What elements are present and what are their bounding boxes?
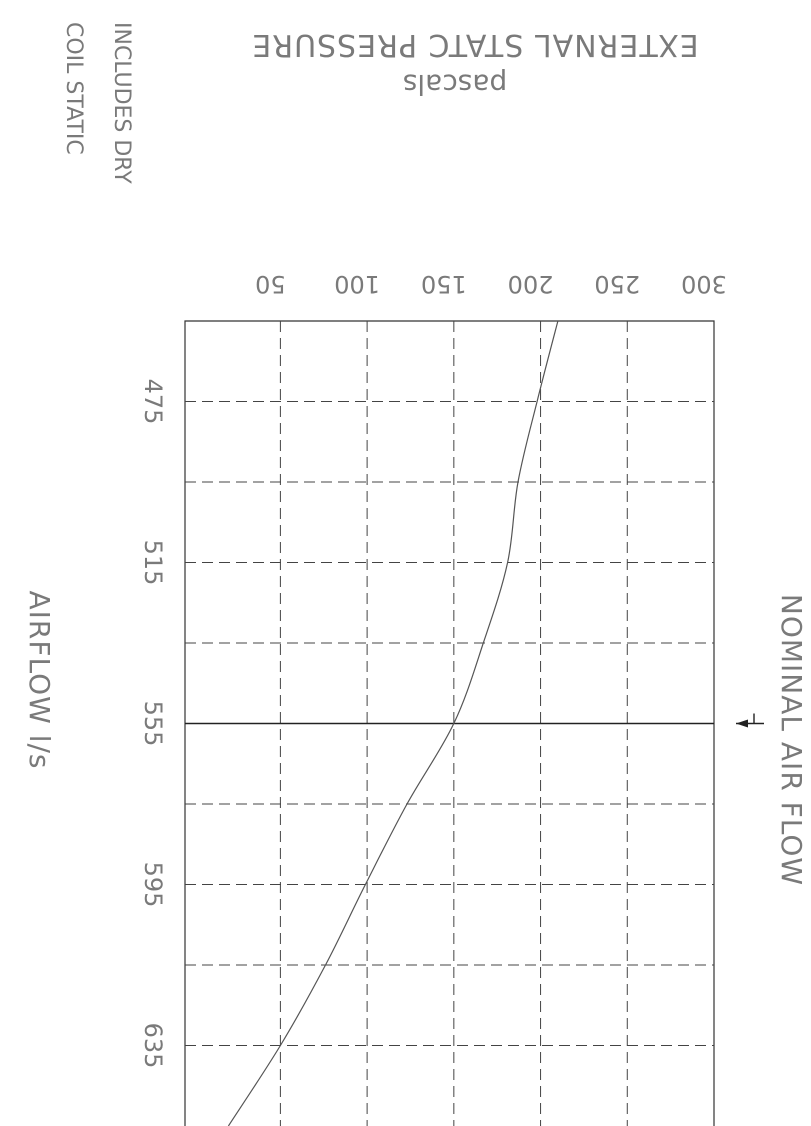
nominal-arrow-head — [736, 719, 748, 728]
fan-curve-series-0 — [227, 320, 559, 1126]
x-axis-title: AIRFLOW l/s — [23, 591, 56, 770]
airflow-tick-label: 555 — [139, 701, 167, 747]
nominal-airflow-label: NOMINAL AIR FLOW — [775, 594, 808, 886]
airflow-tick-label: 595 — [139, 862, 167, 908]
pressure-tick-label: 300 — [681, 270, 727, 298]
plot-area: 50 100 150 200 250 300 475 515 555 595 635 — [139, 270, 764, 1126]
pressure-tick-label: 100 — [334, 270, 380, 298]
airflow-tick-label: 475 — [139, 379, 167, 425]
chart-subtitle: pascals — [403, 68, 507, 101]
pressure-tick-label: 50 — [255, 270, 286, 298]
airflow-tick-label: 515 — [139, 540, 167, 586]
chart-title: EXTERNAL STATC PRESSURE — [251, 27, 698, 62]
pressure-tick-label: 250 — [594, 270, 640, 298]
dry-coil-note-line-1: INCLUDES DRY — [109, 22, 134, 184]
pressure-tick-label: 200 — [508, 270, 554, 298]
pressure-tick-label: 150 — [421, 270, 467, 298]
airflow-tick-label: 635 — [139, 1023, 167, 1069]
dry-coil-note-line-2: COIL STATIC — [61, 22, 86, 155]
